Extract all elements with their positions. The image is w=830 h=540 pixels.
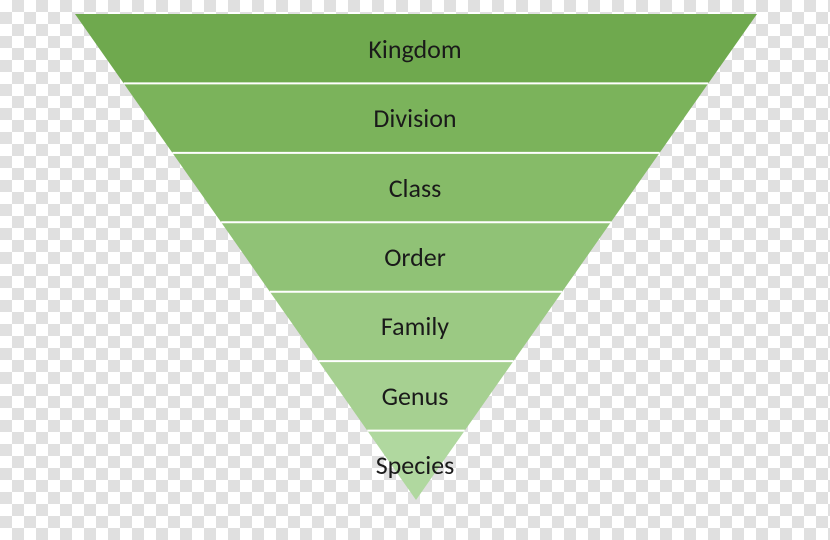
pyramid-level-3 — [221, 222, 611, 291]
pyramid-level-0 — [75, 14, 757, 83]
pyramid-level-4 — [270, 292, 562, 361]
pyramid-level-1 — [124, 83, 709, 152]
pyramid-level-2 — [172, 153, 659, 222]
pyramid-svg — [0, 0, 830, 540]
pyramid-level-5 — [319, 361, 514, 430]
pyramid-diagram: KingdomDivisionClassOrderFamilyGenusSpec… — [0, 0, 830, 540]
pyramid-level-6 — [367, 431, 464, 500]
